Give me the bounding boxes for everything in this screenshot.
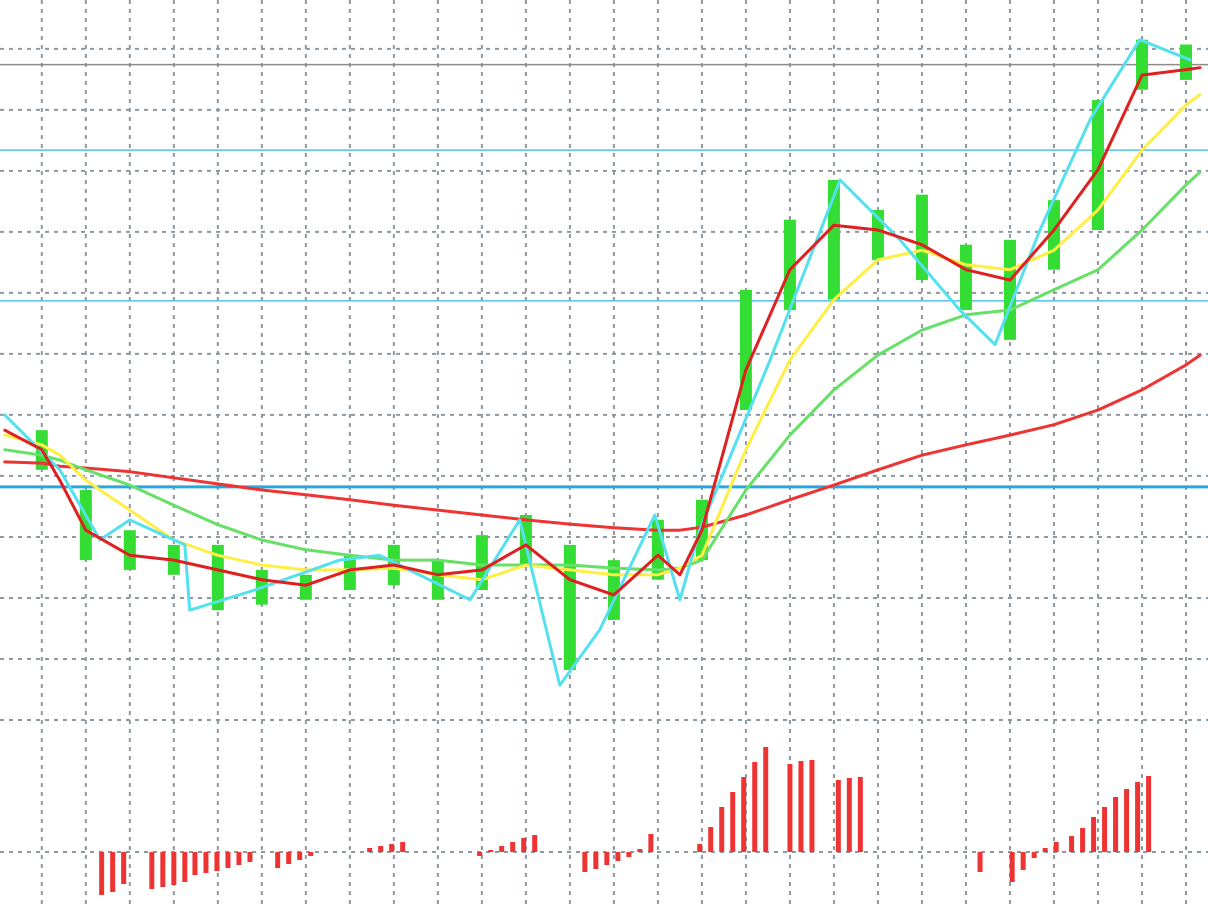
histogram-bar [615, 852, 621, 861]
histogram-bar [1124, 789, 1130, 852]
histogram-bar [121, 852, 127, 884]
histogram-bar [835, 780, 841, 852]
histogram-bar [477, 852, 483, 856]
candle-range [123, 530, 136, 570]
candle-range [1179, 44, 1192, 80]
histogram-bar [286, 852, 292, 864]
histogram-bar [1080, 828, 1086, 852]
histogram-bar [247, 852, 253, 862]
histogram-bar [225, 852, 231, 868]
histogram-bar [110, 852, 116, 892]
histogram-bar [1113, 797, 1119, 852]
histogram-bar [752, 762, 758, 852]
histogram-bar [697, 844, 703, 852]
histogram-bar [1091, 817, 1097, 852]
histogram-bar [593, 852, 599, 869]
histogram-bar [389, 844, 395, 852]
candle-range [1091, 100, 1104, 231]
histogram-bar [192, 852, 198, 875]
histogram-bar [499, 846, 505, 852]
histogram-bar [171, 852, 177, 885]
histogram-bar [510, 842, 516, 852]
histogram-bar [626, 852, 632, 857]
series-line [3, 38, 1192, 687]
histogram-bar [488, 850, 494, 852]
histogram-bar [1053, 842, 1059, 852]
histogram-bar [214, 852, 220, 871]
histogram-bar [741, 777, 747, 852]
histogram-bar [99, 852, 105, 895]
histogram-bar [1009, 852, 1015, 882]
candle-range [915, 194, 928, 281]
histogram-bar [149, 852, 155, 889]
histogram-bar [1042, 848, 1048, 852]
histogram-bar [1102, 807, 1108, 852]
histogram-bar [977, 852, 983, 872]
histogram-bar [160, 852, 166, 887]
histogram-bar [521, 838, 527, 852]
candle-range [959, 244, 972, 310]
histogram-bar [857, 777, 863, 852]
histogram-bar [1069, 836, 1075, 852]
histogram-bar [708, 827, 714, 852]
candle-range [343, 555, 356, 591]
candle-range [783, 219, 796, 310]
histogram-bar [846, 778, 852, 852]
histogram-bar [648, 834, 654, 852]
histogram-bar [582, 852, 588, 872]
histogram-bar [182, 852, 188, 882]
histogram-bar [1135, 782, 1141, 852]
histogram-bar [532, 835, 538, 852]
candle-range [211, 544, 224, 611]
series-line [3, 353, 1202, 532]
candle-range [827, 180, 840, 300]
histogram-bar [637, 849, 643, 852]
histogram-bar [604, 852, 610, 865]
histogram-bar [787, 764, 793, 852]
histogram-bar [400, 842, 406, 852]
histogram-bar [719, 807, 725, 852]
candle-range [431, 560, 444, 600]
candle-range [1135, 39, 1148, 90]
histogram-bar [809, 760, 815, 852]
histogram-bar [297, 852, 303, 860]
histogram-bar [308, 852, 314, 856]
candle-range [299, 574, 312, 600]
histogram-bar [798, 761, 804, 852]
histogram-bar [730, 792, 736, 852]
candle-range [739, 289, 752, 411]
candle-range [1003, 239, 1016, 340]
histogram-bar [1146, 776, 1152, 852]
histogram-bar [1031, 852, 1037, 858]
series-line [3, 66, 1202, 597]
histogram-bar [275, 852, 281, 868]
histogram-bar [203, 852, 209, 873]
histogram-bar [1020, 852, 1026, 870]
histogram-bar [367, 848, 373, 852]
histogram-bar [763, 747, 769, 852]
histogram-bar [236, 852, 242, 865]
histogram-bar [378, 846, 384, 852]
